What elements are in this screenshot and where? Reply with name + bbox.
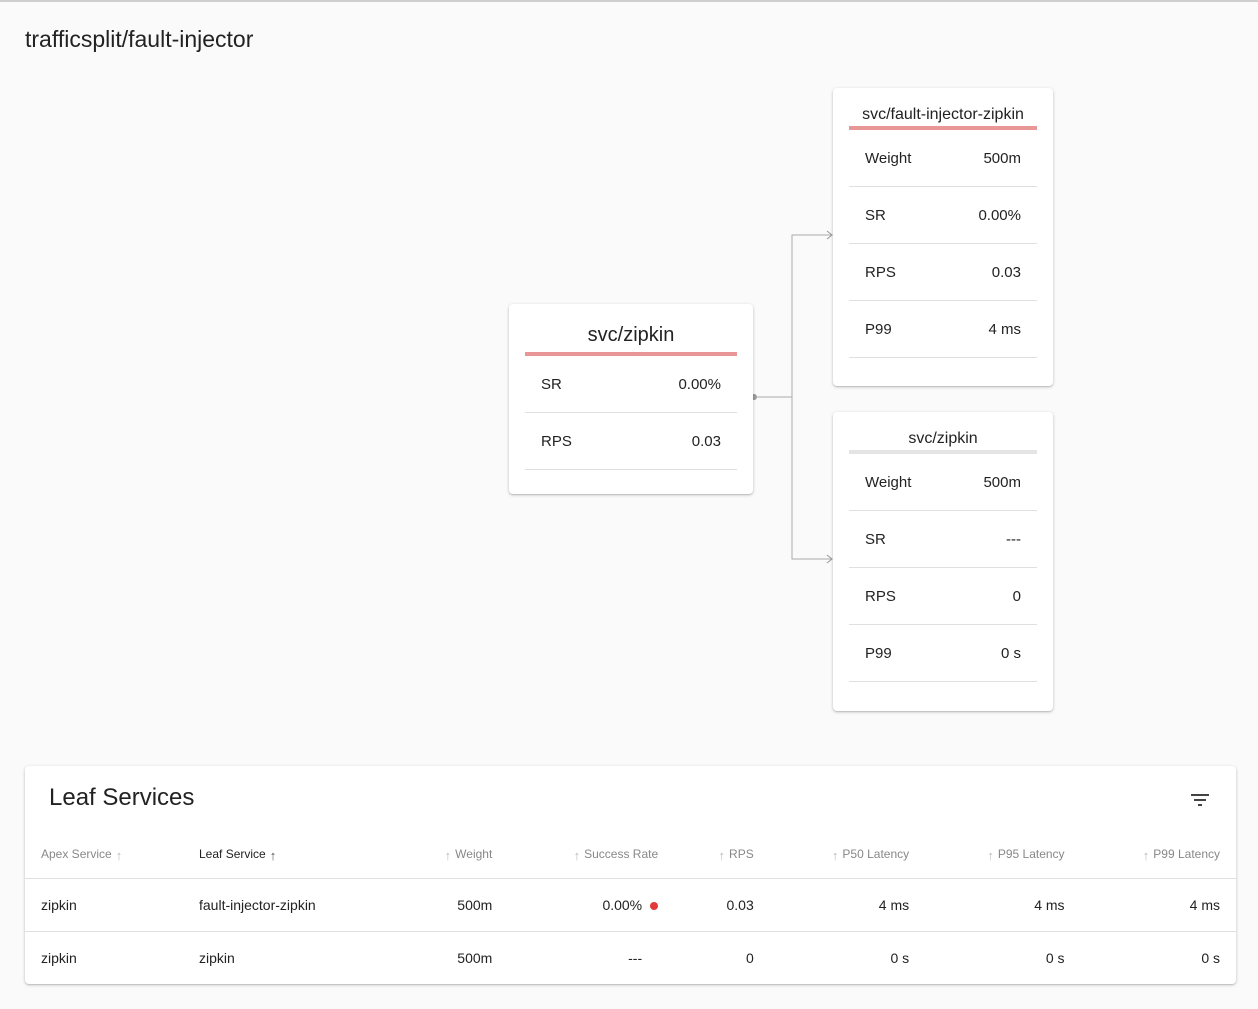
column-header-weight[interactable]: ↑ Weight (395, 832, 509, 879)
cell-p50: 0 s (890, 950, 910, 966)
metric-label: SR (865, 206, 886, 224)
leaf-service-card-zipkin[interactable]: svc/zipkin Weight 500m SR --- RPS 0 P99 … (833, 412, 1053, 711)
column-header-apex-service[interactable]: Apex Service ↑ (25, 832, 183, 879)
apex-row-rps: RPS 0.03 (525, 413, 737, 470)
metric-label: P99 (865, 644, 892, 662)
metric-value: 4 ms (988, 320, 1021, 338)
metric-label: Weight (865, 149, 912, 167)
cell-p95: 4 ms (925, 878, 1081, 932)
edge-to-zipkin (754, 396, 832, 560)
apex-row-sr: SR 0.00% (525, 356, 737, 413)
cell-leaf-service: fault-injector-zipkin (183, 878, 395, 932)
apex-card-title: svc/zipkin (587, 324, 675, 346)
leaf-status-bar (849, 126, 1037, 130)
cell-success-rate: --- (628, 950, 643, 966)
leaf-row-rps: RPS 0 (849, 568, 1037, 625)
edge-to-fault-injector-zipkin (754, 234, 832, 398)
leaf-row-p99: P99 0 s (849, 625, 1037, 682)
cell-success-rate: 0.00% (508, 878, 675, 932)
metric-label: SR (865, 530, 886, 548)
leaf-row-weight: Weight 500m (849, 454, 1037, 511)
apex-service-card[interactable]: svc/zipkin SR 0.00% RPS 0.03 (509, 304, 753, 494)
sort-arrow-icon: ↑ (269, 847, 277, 863)
column-header-p99-latency[interactable]: ↑ P99 Latency (1080, 832, 1236, 879)
leaf-row-p99: P99 4 ms (849, 301, 1037, 358)
column-header-leaf-service[interactable]: Leaf Service ↑ (183, 832, 395, 879)
cell-p99: 0 s (1201, 950, 1220, 966)
leaf-status-bar (849, 450, 1037, 454)
column-header-rps[interactable]: ↑ RPS (674, 832, 770, 879)
cell-p95: 0 s (1045, 950, 1065, 966)
traffic-split-edges (751, 230, 833, 564)
leaf-row-weight: Weight 500m (849, 130, 1037, 187)
leaf-services-table: Apex Service ↑ Leaf Service ↑ ↑ Weight ↑ Suc… (25, 832, 1236, 984)
cell-p50: 4 ms (769, 878, 926, 932)
cell-rps: 0.03 (674, 878, 770, 932)
cell-weight: 500m (395, 878, 509, 932)
column-header-success-rate[interactable]: ↑ Success Rate (508, 832, 675, 879)
column-header-p95-latency[interactable]: ↑ P95 Latency (925, 832, 1081, 879)
column-header-p50-latency[interactable]: ↑ P50 Latency (769, 832, 926, 879)
leaf-card-title: svc/fault-injector-zipkin (862, 106, 1024, 123)
sort-arrow-icon: ↑ (831, 847, 839, 863)
leaf-row-sr: SR 0.00% (849, 187, 1037, 244)
page-title: trafficsplit/fault-injector (25, 26, 254, 52)
edge-arrowhead-icon (826, 554, 833, 564)
sort-arrow-icon: ↑ (444, 847, 452, 863)
leaf-row-rps: RPS 0.03 (849, 244, 1037, 301)
table-header-row: Apex Service ↑ Leaf Service ↑ ↑ Weight ↑ Suc… (25, 832, 1236, 879)
metric-value: 0.03 (991, 263, 1021, 281)
sort-arrow-icon: ↑ (115, 847, 123, 863)
cell-weight: 500m (457, 950, 493, 966)
sort-arrow-icon: ↑ (573, 847, 581, 863)
metric-label: RPS (865, 263, 896, 281)
metric-value: --- (1006, 530, 1021, 548)
metric-value: 0.00% (678, 375, 721, 393)
metric-value: 0.03 (691, 432, 721, 450)
leaf-row-sr: SR --- (849, 511, 1037, 568)
metric-value: 0 (1012, 587, 1021, 605)
cell-apex-service: zipkin (25, 878, 183, 932)
cell-apex-service: zipkin (41, 950, 77, 966)
metric-label: RPS (865, 587, 896, 605)
metric-value: 0 s (1000, 644, 1021, 662)
table-row: zipkin zipkin 500m --- 0 0 s 0 s 0 s (25, 932, 1236, 985)
metric-value: 500m (983, 473, 1021, 491)
filter-list-icon[interactable] (1188, 788, 1212, 812)
edge-arrowhead-icon (826, 230, 833, 240)
metric-value: 0.00% (978, 206, 1021, 224)
metric-label: SR (541, 375, 562, 393)
cell-rps: 0 (745, 950, 754, 966)
metric-value: 500m (983, 149, 1021, 167)
sort-arrow-icon: ↑ (718, 847, 726, 863)
leaf-services-table-card: Leaf Services Apex Service ↑ Leaf Service… (25, 766, 1236, 984)
leaf-card-title: svc/zipkin (908, 430, 978, 447)
error-status-dot-icon (650, 902, 659, 911)
sort-arrow-icon: ↑ (987, 847, 994, 863)
table-title: Leaf Services (49, 784, 195, 811)
cell-p99: 4 ms (1080, 878, 1236, 932)
metric-label: Weight (865, 473, 912, 491)
cell-leaf-service: zipkin (199, 950, 235, 966)
metric-label: P99 (865, 320, 892, 338)
sort-arrow-icon: ↑ (1142, 847, 1150, 863)
apex-status-bar (525, 352, 737, 356)
table-row: zipkin fault-injector-zipkin 500m 0.00% … (25, 878, 1236, 932)
leaf-service-card-fault-injector-zipkin[interactable]: svc/fault-injector-zipkin Weight 500m SR… (833, 88, 1053, 386)
metric-label: RPS (541, 432, 572, 450)
